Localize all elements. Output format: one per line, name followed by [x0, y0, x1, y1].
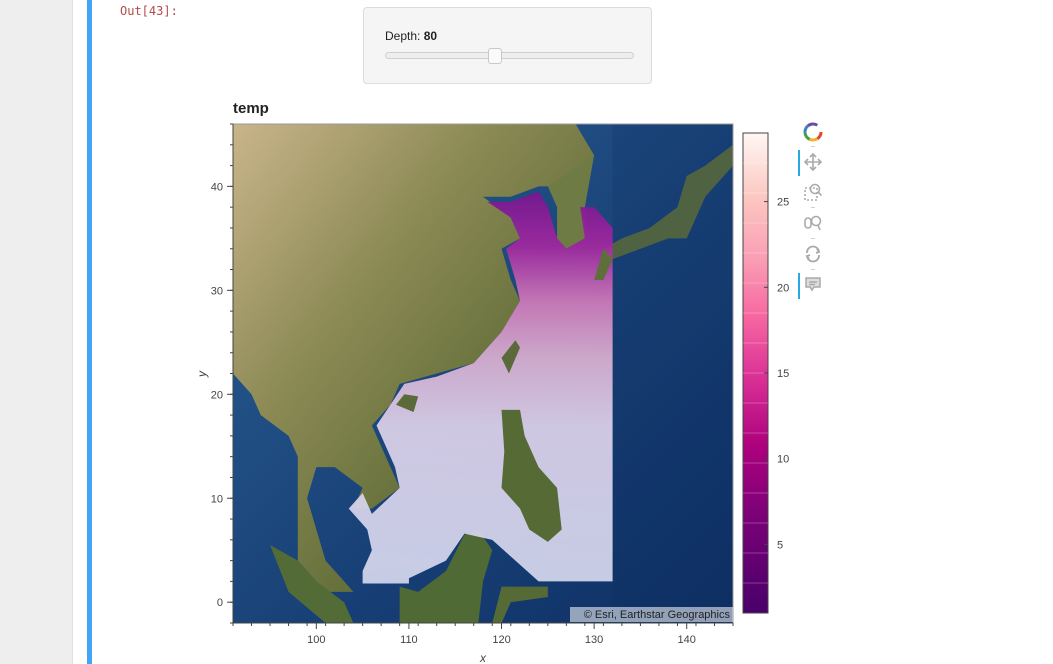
colorbar-tick-label: 10: [777, 454, 789, 466]
x-tick-label: 120: [492, 634, 510, 646]
sulawesi: [492, 586, 548, 623]
output-prompt: Out[43]:: [120, 4, 178, 18]
ocean-background: [233, 124, 733, 623]
x-tick-label: 140: [678, 634, 696, 646]
x-tick-label: 110: [400, 634, 418, 646]
korea: [547, 155, 595, 249]
y-axis-label: y: [195, 370, 209, 378]
slider-widget: Depth: 80: [363, 7, 652, 84]
y-tick-label: 10: [211, 493, 223, 505]
japan: [594, 144, 733, 280]
colorbar: [742, 132, 769, 614]
y-tick-label: 30: [211, 285, 223, 297]
depth-slider-handle[interactable]: [487, 48, 502, 64]
philippines-over: [501, 409, 562, 542]
temperature-overlay: [348, 191, 613, 584]
plot-title: temp: [233, 100, 269, 117]
depth-value: 80: [423, 29, 438, 43]
toolbar-separator: [811, 269, 815, 270]
reset-icon[interactable]: [798, 242, 828, 268]
cell-selection-bar: [87, 0, 92, 664]
colorbar-tick-label: 25: [777, 197, 789, 209]
box-zoom-icon[interactable]: [798, 180, 828, 206]
hover-icon[interactable]: [798, 273, 828, 299]
x-tick-label: 100: [307, 634, 325, 646]
toolbar-separator: [811, 146, 815, 147]
colorbar-tick-label: 5: [777, 539, 783, 551]
depth-slider-track[interactable]: [385, 52, 634, 59]
pan-icon[interactable]: [798, 150, 828, 176]
attribution-text: © Esri, Earthstar Geographics: [584, 609, 731, 621]
wheel-zoom-icon[interactable]: [798, 211, 828, 237]
plot-toolbar: [798, 120, 828, 310]
toolbar-separator: [811, 238, 815, 239]
x-tick-label: 130: [585, 634, 603, 646]
y-tick-label: 20: [211, 389, 223, 401]
taiwan: [501, 340, 521, 374]
kyushu-over: [594, 248, 613, 280]
attribution-bg: [570, 607, 733, 622]
colorbar-tick-label: 15: [777, 368, 789, 380]
hainan-over: [395, 394, 419, 412]
philippines: [501, 409, 562, 542]
depth-label: Depth: 80: [385, 29, 437, 43]
toolbar-separator: [811, 207, 815, 208]
hainan: [395, 394, 419, 412]
map-layer: [233, 124, 733, 623]
deep-ocean-shade: [612, 124, 733, 623]
colorbar-tick-label: 20: [777, 282, 789, 294]
taiwan-over: [501, 340, 521, 374]
mainland: [233, 124, 595, 592]
notebook-left-gutter: [0, 0, 72, 664]
notebook-cell: [72, 0, 89, 664]
y-tick-label: 0: [217, 597, 223, 609]
sumatra: [270, 545, 354, 623]
bokeh-logo-icon[interactable]: [798, 120, 828, 146]
borneo: [399, 529, 493, 623]
y-tick-label: 40: [211, 181, 223, 193]
x-axis-label: x: [479, 651, 487, 664]
plot-frame: [232, 123, 734, 624]
depth-label-text: Depth:: [385, 29, 421, 43]
